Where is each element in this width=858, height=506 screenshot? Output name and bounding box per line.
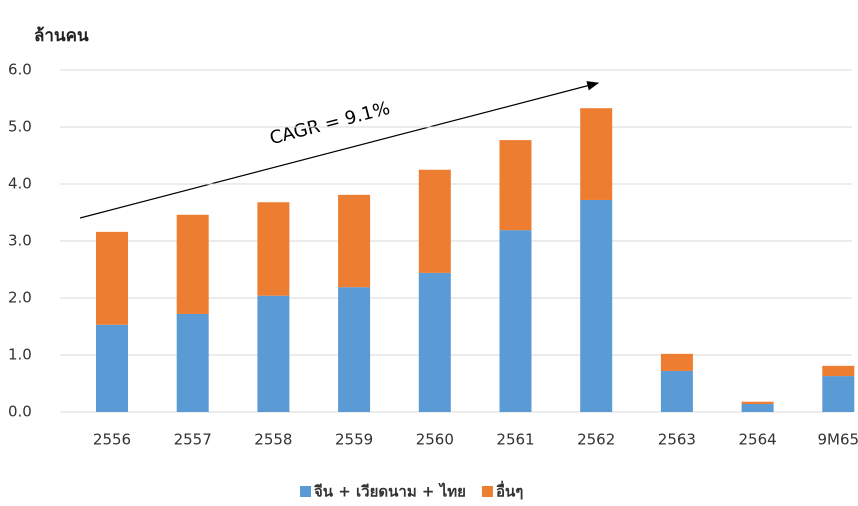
y-tick-label: 0.0 xyxy=(8,403,32,421)
x-tick-label: 2558 xyxy=(254,431,292,449)
x-tick-label: 2557 xyxy=(174,431,212,449)
x-tick-label: 2559 xyxy=(335,431,373,449)
bar-segment xyxy=(660,353,693,371)
x-tick-label: 2561 xyxy=(496,431,534,449)
bar-segment xyxy=(580,199,613,412)
y-tick-label: 3.0 xyxy=(8,232,32,250)
y-tick-label: 2.0 xyxy=(8,289,32,307)
legend-label: จีน + เวียดนาม + ไทย xyxy=(314,482,466,501)
bar-segment xyxy=(499,140,532,231)
bar-segment xyxy=(741,401,774,405)
bar-segment xyxy=(660,370,693,412)
bar-segment xyxy=(499,230,532,412)
bar-segment xyxy=(176,214,209,314)
axis-title: ล้านคน xyxy=(34,26,89,46)
y-tick-label: 6.0 xyxy=(8,61,32,79)
bar-segment xyxy=(741,404,774,412)
bar-segment xyxy=(96,231,128,325)
bar-segment xyxy=(257,295,290,412)
bar-segment xyxy=(338,194,371,288)
bar-segment xyxy=(96,324,128,412)
y-tick-label: 1.0 xyxy=(8,346,32,364)
x-tick-label: 2560 xyxy=(416,431,454,449)
x-tick-label: 2556 xyxy=(93,431,131,449)
bar-segment xyxy=(822,365,855,377)
bar-segment xyxy=(418,272,451,412)
y-tick-label: 5.0 xyxy=(8,118,32,136)
x-tick-label: 2564 xyxy=(739,431,777,449)
arrow xyxy=(79,81,600,219)
bar-segment xyxy=(580,108,613,200)
legend-swatch xyxy=(300,486,311,497)
x-tick-label: 2563 xyxy=(658,431,696,449)
y-tick-label: 4.0 xyxy=(8,175,32,193)
bar-segment xyxy=(176,313,209,412)
bar-segment xyxy=(338,287,371,412)
bar-segment xyxy=(257,202,290,296)
x-tick-label: 9M65 xyxy=(818,431,858,449)
x-tick-label: 2562 xyxy=(577,431,615,449)
legend-swatch xyxy=(481,486,493,497)
bar-segment xyxy=(418,169,451,273)
bar-segment xyxy=(822,376,855,412)
legend-label: อื่นๆ xyxy=(496,481,523,501)
